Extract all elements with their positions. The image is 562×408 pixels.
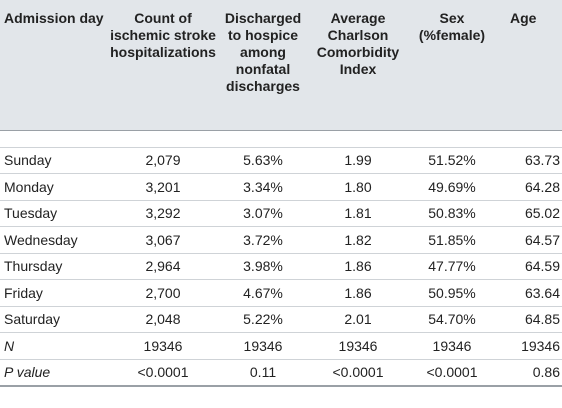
table-header-row: Admission day Count of ischemic stroke h… <box>0 0 562 131</box>
table-cell: 49.69% <box>408 173 496 201</box>
table-cell: 2,964 <box>108 253 218 280</box>
table-cell: 19346 <box>218 332 308 360</box>
table-cell: 2,048 <box>108 306 218 333</box>
table-cell: 1.81 <box>308 200 408 227</box>
table-row: Monday 3,201 3.34% 1.80 49.69% 64.28 <box>0 173 562 201</box>
header-admission-day: Admission day <box>0 0 108 131</box>
row-label: Tuesday <box>0 200 108 227</box>
table-cell: 64.85 <box>496 306 562 333</box>
table-cell: 54.70% <box>408 306 496 333</box>
table-row: Thursday 2,964 3.98% 1.86 47.77% 64.59 <box>0 253 562 280</box>
table-cell: 51.85% <box>408 226 496 254</box>
table-cell: <0.0001 <box>308 359 408 387</box>
row-label: Thursday <box>0 253 108 280</box>
table-cell: 3,067 <box>108 226 218 254</box>
row-label: Monday <box>0 173 108 201</box>
row-label: P value <box>0 359 108 387</box>
table-row: Tuesday 3,292 3.07% 1.81 50.83% 65.02 <box>0 200 562 227</box>
table-cell: 50.83% <box>408 200 496 227</box>
table-cell: <0.0001 <box>408 359 496 387</box>
spacer-cell <box>0 130 562 148</box>
row-label: Friday <box>0 279 108 307</box>
table-cell: 3.72% <box>218 226 308 254</box>
table-cell: 19346 <box>408 332 496 360</box>
table-cell: 4.67% <box>218 279 308 307</box>
header-sex: Sex (%female) <box>408 0 496 131</box>
table-cell: 2,700 <box>108 279 218 307</box>
table-cell: 2.01 <box>308 306 408 333</box>
table-spacer-row <box>0 130 562 148</box>
table-cell: 3,292 <box>108 200 218 227</box>
table-cell: 63.73 <box>496 147 562 174</box>
table-cell: 2,079 <box>108 147 218 174</box>
table-row: Saturday 2,048 5.22% 2.01 54.70% 64.85 <box>0 306 562 333</box>
table-cell: 3,201 <box>108 173 218 201</box>
table-cell: 1.86 <box>308 279 408 307</box>
table-cell: 1.82 <box>308 226 408 254</box>
table-cell: 64.59 <box>496 253 562 280</box>
table-cell: 5.22% <box>218 306 308 333</box>
table-cell: 1.80 <box>308 173 408 201</box>
table-row: Sunday 2,079 5.63% 1.99 51.52% 63.73 <box>0 147 562 174</box>
row-label: Saturday <box>0 306 108 333</box>
table-row: Wednesday 3,067 3.72% 1.82 51.85% 64.57 <box>0 226 562 254</box>
row-label: Wednesday <box>0 226 108 254</box>
table-cell: 3.07% <box>218 200 308 227</box>
table-cell: 51.52% <box>408 147 496 174</box>
table-cell: 65.02 <box>496 200 562 227</box>
row-label: Sunday <box>0 147 108 174</box>
table-cell: 64.28 <box>496 173 562 201</box>
table-cell: 0.86 <box>496 359 562 387</box>
table-cell: 3.34% <box>218 173 308 201</box>
table-cell: 19346 <box>496 332 562 360</box>
admission-day-table: Admission day Count of ischemic stroke h… <box>0 0 562 387</box>
table-cell: 63.64 <box>496 279 562 307</box>
table-cell: 47.77% <box>408 253 496 280</box>
header-hospice: Discharged to hospice among nonfatal dis… <box>218 0 308 131</box>
table-body: Sunday 2,079 5.63% 1.99 51.52% 63.73 Monday 3,2… <box>0 130 562 387</box>
table-cell: 3.98% <box>218 253 308 280</box>
table-row: P value <0.0001 0.11 <0.0001 <0.0001 0.86 <box>0 359 562 387</box>
table-cell: 1.86 <box>308 253 408 280</box>
table-row: N 19346 19346 19346 19346 19346 <box>0 332 562 360</box>
data-table-container: Admission day Count of ischemic stroke h… <box>0 0 562 387</box>
table-cell: 19346 <box>108 332 218 360</box>
header-age: Age <box>496 0 562 131</box>
header-count: Count of ischemic stroke hospitalization… <box>108 0 218 131</box>
header-charlson: Average Charlson Comorbidity Index <box>308 0 408 131</box>
table-row: Friday 2,700 4.67% 1.86 50.95% 63.64 <box>0 279 562 307</box>
table-cell: 0.11 <box>218 359 308 387</box>
table-cell: 5.63% <box>218 147 308 174</box>
table-cell: 19346 <box>308 332 408 360</box>
row-label: N <box>0 332 108 360</box>
table-cell: <0.0001 <box>108 359 218 387</box>
table-cell: 1.99 <box>308 147 408 174</box>
table-cell: 64.57 <box>496 226 562 254</box>
table-cell: 50.95% <box>408 279 496 307</box>
